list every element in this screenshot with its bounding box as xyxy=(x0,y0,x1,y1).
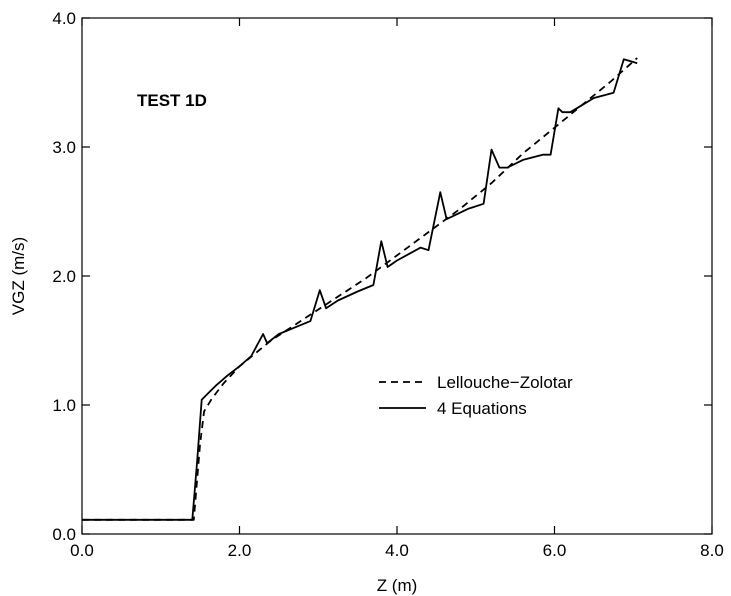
y-tick-label: 3.0 xyxy=(52,138,76,157)
y-tick-label: 0.0 xyxy=(52,525,76,544)
x-tick-label: 2.0 xyxy=(228,541,252,560)
series-line-lellouche-zolotar xyxy=(82,57,638,521)
y-tick-label: 4.0 xyxy=(52,9,76,28)
x-tick-label: 6.0 xyxy=(543,541,567,560)
legend-label-lellouche-zolotar: Lellouche−Zolotar xyxy=(437,373,573,392)
series-layer xyxy=(82,57,638,521)
legend-label-4-equations: 4 Equations xyxy=(437,399,527,418)
x-tick-label: 4.0 xyxy=(385,541,409,560)
y-axis: 0.0 1.0 2.0 3.0 4.0 xyxy=(52,9,712,544)
x-tick-label: 0.0 xyxy=(70,541,94,560)
x-tick-label: 8.0 xyxy=(700,541,724,560)
y-axis-label: VGZ (m/s) xyxy=(9,237,28,315)
y-tick-label: 2.0 xyxy=(52,267,76,286)
legend: Lellouche−Zolotar 4 Equations xyxy=(379,373,573,418)
series-line-4-equations xyxy=(82,58,638,521)
y-tick-label: 1.0 xyxy=(52,396,76,415)
annotation-test-label: TEST 1D xyxy=(137,91,207,110)
x-axis: 0.0 2.0 4.0 6.0 8.0 xyxy=(70,18,724,560)
x-axis-label: Z (m) xyxy=(377,576,418,595)
